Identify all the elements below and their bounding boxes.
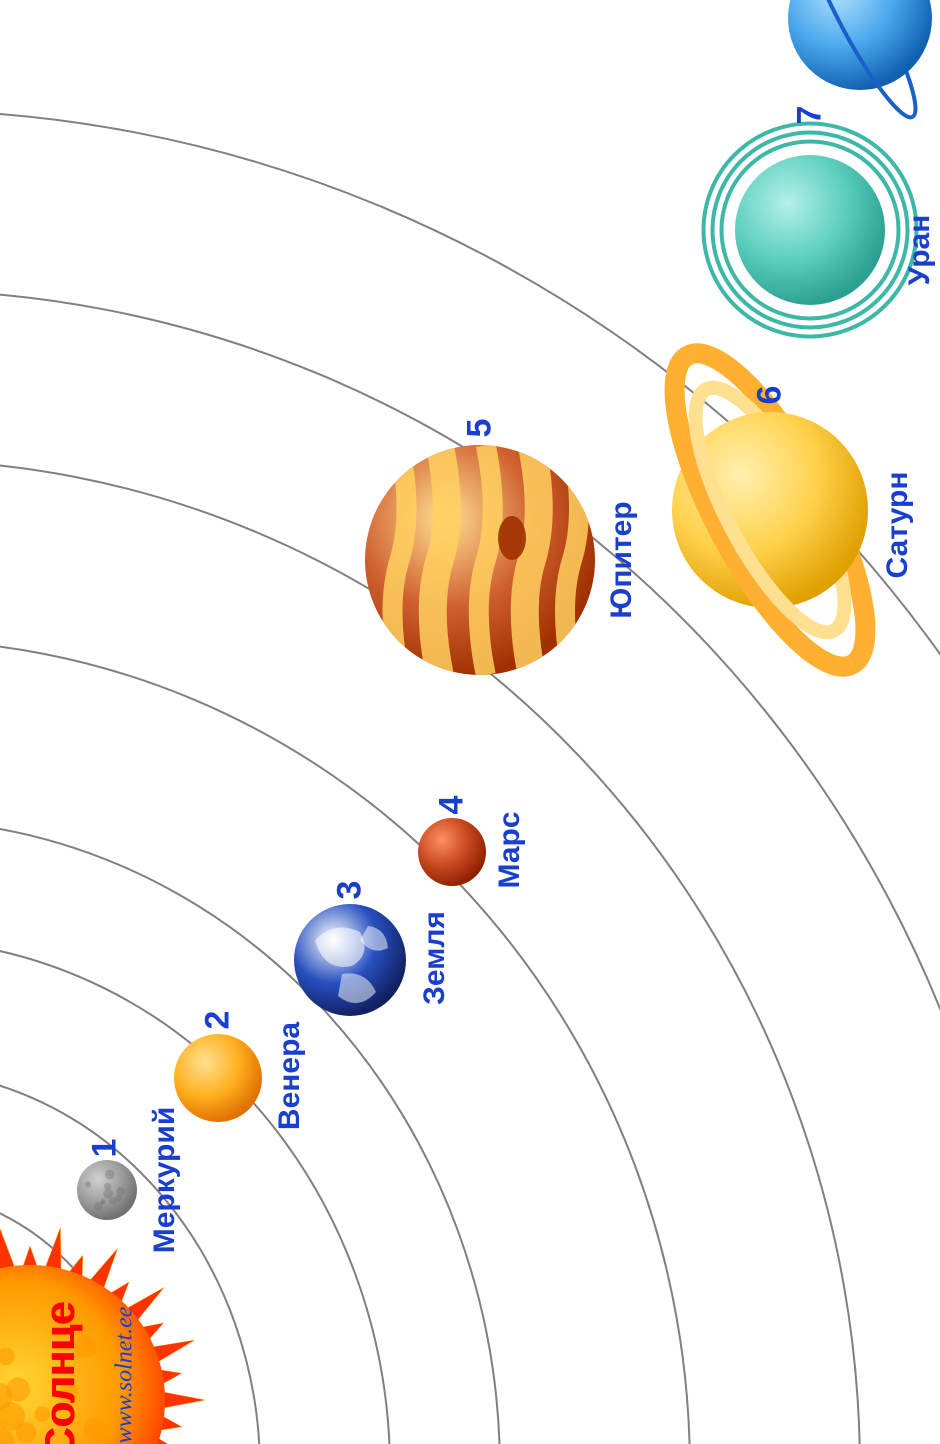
planet-number-jupiter: 5	[461, 419, 500, 438]
sun-label: Солнце	[36, 1302, 84, 1444]
planet-name-mercury: Меркурий	[148, 1107, 182, 1254]
planet-number-saturn: 6	[751, 386, 790, 405]
solar-system-diagram: Солнце www.solnet.ee 1 Меркурий 2 Венера 3 Зе…	[0, 0, 940, 1444]
planet-number-mars: 4	[433, 796, 472, 815]
planet-earth	[294, 904, 406, 1016]
planet-number-uranus: 7	[791, 106, 830, 125]
planet-venus	[174, 1034, 262, 1122]
planet-number-venus: 2	[199, 1011, 238, 1030]
planet-mercury	[77, 1160, 137, 1220]
planet-name-uranus: Уран	[903, 215, 937, 286]
planet-uranus	[704, 124, 917, 337]
planet-jupiter	[365, 445, 595, 675]
planet-mars	[418, 818, 486, 886]
planet-name-jupiter: Юпитер	[605, 501, 639, 618]
attribution-text: www.solnet.ee	[112, 1307, 139, 1444]
planet-name-earth: Земля	[418, 911, 452, 1005]
planet-saturn	[639, 330, 900, 691]
planet-name-saturn: Сатурн	[881, 472, 915, 579]
planet-number-earth: 3	[331, 881, 370, 900]
planet-name-mars: Марс	[493, 811, 527, 888]
planet-name-venus: Венера	[273, 1022, 307, 1130]
planet-number-mercury: 1	[86, 1139, 125, 1158]
planets-layer	[0, 0, 940, 1444]
